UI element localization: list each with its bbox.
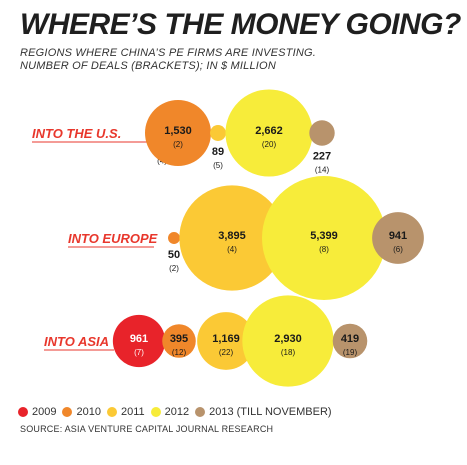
legend-item-2011: 2011	[106, 406, 145, 418]
legend-item-2012: 2012	[150, 406, 190, 418]
bubble-europe-2010	[168, 232, 180, 244]
deal-label-europe-2012: (8)	[319, 245, 329, 254]
bubble-asia-2010	[162, 324, 196, 358]
bubble-asia-2011	[197, 312, 255, 370]
chart-title: WHERE’S THE MONEY GOING?	[20, 8, 461, 41]
legend-label-2009: 2009	[32, 406, 57, 418]
deal-label-europe-2013: (6)	[393, 245, 403, 254]
deal-label-asia-2012: (18)	[281, 348, 296, 357]
value-label-us-2013: 227	[313, 151, 331, 163]
deal-label-asia-2009: (7)	[134, 348, 144, 357]
deal-label-europe-2010: (2)	[169, 264, 179, 273]
legend-swatch-2010	[62, 407, 73, 417]
bubble-europe-2013	[372, 212, 424, 264]
legend: 2009 2010 2011 2012 2013 (TILL NOVEMBER)	[18, 405, 338, 419]
legend-label-2013: 2013 (TILL NOVEMBER)	[209, 406, 332, 418]
legend-swatch-2013	[195, 407, 206, 417]
chart-subtitle: REGIONS WHERE CHINA’S PE FIRMS ARE INVES…	[20, 47, 460, 73]
bubble-us-2012	[225, 89, 313, 177]
source-note: SOURCE: ASIA VENTURE CAPITAL JOURNAL RES…	[20, 424, 274, 434]
deal-label-us-2012: (20)	[262, 140, 277, 149]
value-label-us-2010: 1,530	[164, 125, 192, 137]
subtitle-line-1: REGIONS WHERE CHINA’S PE FIRMS ARE INVES…	[20, 47, 317, 59]
bubble-europe-2011	[179, 185, 285, 291]
legend-swatch-2012	[150, 407, 161, 417]
bubble-asia-2013	[332, 323, 368, 359]
bubble-us-2013	[309, 120, 335, 146]
bubble-us-2011	[210, 125, 226, 141]
deal-label-us-2013: (14)	[315, 166, 330, 175]
legend-label-2012: 2012	[164, 406, 190, 418]
row-label-europe: INTO EUROPE	[68, 231, 158, 246]
bubble-europe-2012	[262, 176, 386, 300]
value-label-europe-2010: 50	[168, 249, 180, 261]
bubble-us-2010	[144, 99, 212, 167]
legend-label-2011: 2011	[120, 406, 145, 418]
bubble-chart: INTO THE U.S.19(4)1,530(2)89(5)2,662(20)…	[32, 89, 424, 387]
value-label-europe-2013: 941	[389, 230, 407, 242]
legend-label-2010: 2010	[76, 406, 101, 418]
row-label-us: INTO THE U.S.	[32, 126, 121, 141]
legend-item-2013: 2013 (TILL NOVEMBER)	[195, 406, 332, 418]
value-label-asia-2012: 2,930	[274, 333, 302, 345]
deal-label-asia-2013: (19)	[343, 348, 358, 357]
value-label-europe-2011: 3,895	[218, 230, 246, 242]
subtitle-line-2: NUMBER OF DEALS (BRACKETS); IN $ MILLION	[20, 60, 276, 72]
bubble-asia-2009	[112, 314, 166, 368]
value-label-asia-2011: 1,169	[212, 333, 240, 345]
value-label-asia-2010: 395	[170, 333, 188, 345]
bubble-asia-2012	[242, 295, 334, 387]
deal-label-us-2011: (5)	[213, 161, 223, 170]
value-label-asia-2009: 961	[130, 333, 148, 345]
deal-label-us-2010: (2)	[173, 140, 183, 149]
legend-item-2010: 2010	[62, 406, 101, 418]
legend-swatch-2011	[106, 407, 117, 417]
row-label-asia: INTO ASIA	[44, 334, 109, 349]
value-label-europe-2012: 5,399	[310, 230, 338, 242]
legend-swatch-2009	[18, 407, 28, 417]
value-label-us-2012: 2,662	[255, 125, 283, 137]
value-label-us-2011: 89	[212, 146, 224, 158]
value-label-asia-2013: 419	[341, 333, 359, 345]
deal-label-asia-2010: (12)	[172, 348, 187, 357]
deal-label-europe-2011: (4)	[227, 245, 237, 254]
legend-item-2009: 2009	[18, 406, 56, 418]
deal-label-asia-2011: (22)	[219, 348, 234, 357]
